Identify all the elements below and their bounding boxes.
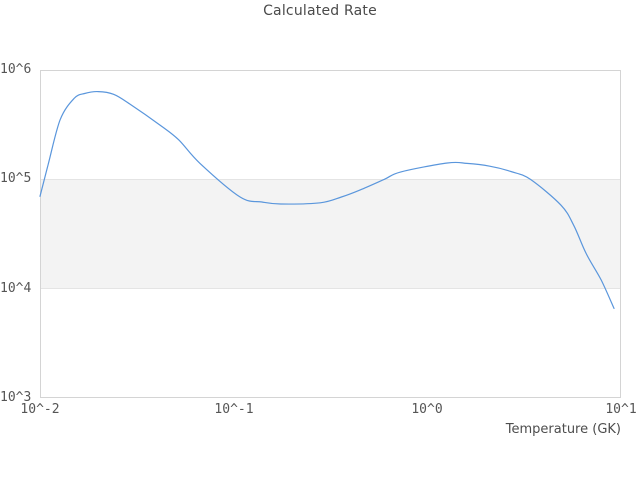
x-tick-label: 10^1 [605,402,637,417]
x-tick-label: 10^-1 [214,402,254,417]
x-tick-label: 10^0 [411,402,443,417]
x-axis-title: Temperature (GK) [505,422,621,437]
y-tick-label: 10^3 [0,390,32,405]
chart-title: Calculated Rate [263,3,377,19]
rate-curve [39,90,615,309]
x-tick-label: 10^-2 [20,402,60,417]
shaded-band [40,179,621,289]
plot-border [40,70,621,398]
y-tick-label: 10^6 [0,62,32,77]
y-tick-label: 10^4 [0,281,32,296]
y-tick-label: 10^5 [0,171,32,186]
